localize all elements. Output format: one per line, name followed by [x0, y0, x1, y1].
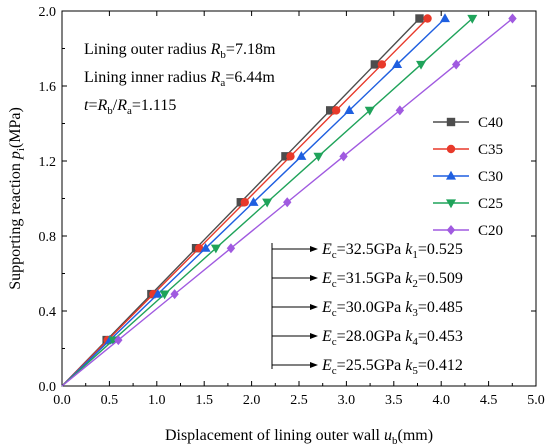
data-point-c25	[416, 60, 427, 70]
modulus-text: Ec=25.5GPa k5=0.412	[321, 357, 463, 377]
arrow-head	[310, 246, 318, 252]
legend-label: C35	[478, 142, 503, 158]
data-point-c40	[325, 106, 335, 115]
data-point-c40	[370, 60, 380, 69]
data-point-c25	[210, 244, 221, 254]
axes: 0.0 0.5 1.0 1.5 2.0 2.5 3.0 3.5 4.0 4.5 5.0 0.0 0.4 0…	[7, 5, 545, 447]
legend-label: C40	[478, 115, 503, 131]
data-point-c30	[296, 151, 307, 160]
series-c30	[61, 13, 450, 387]
y-axis-title: Supporting reaction pi(MPa)	[7, 107, 27, 290]
data-point-c25	[313, 152, 324, 162]
data-point-c35	[194, 243, 204, 253]
series-c20	[61, 13, 517, 387]
x-axis-title: Displacement of lining outer wall ub(mm)	[165, 427, 433, 447]
data-point-c30	[152, 288, 163, 298]
data-point-c35	[286, 152, 295, 161]
legend-item-c20: C20	[433, 223, 503, 239]
legend-item-c25: C25	[433, 196, 503, 212]
data-point-c20	[170, 289, 179, 300]
modulus-text: Ec=28.0GPa k4=0.453	[321, 328, 463, 348]
legend-item-c30: C30	[433, 169, 503, 185]
data-point-c35	[377, 60, 387, 69]
series-layer	[61, 13, 517, 387]
x-tick-label: 4.5	[480, 393, 498, 408]
modulus-text: Ec=30.0GPa k3=0.485	[321, 299, 463, 319]
data-point-c30	[439, 13, 450, 23]
modulus-labels: Ec=32.5GPa k1=0.525 Ec=31.5GPa k2=0.509 Ec…	[271, 241, 463, 377]
modulus-label-c20: Ec=25.5GPa k5=0.412	[272, 357, 463, 377]
x-tick-label: 3.5	[385, 393, 403, 408]
modulus-label-c40: Ec=32.5GPa k1=0.525	[272, 241, 463, 261]
y-tick-label: 0.0	[39, 380, 57, 395]
x-tick-label: 0.0	[53, 393, 71, 408]
legend-item-c40: C40	[433, 115, 503, 131]
data-point-c35	[331, 106, 341, 115]
modulus-label-c25: Ec=28.0GPa k4=0.453	[272, 328, 463, 348]
legend-marker	[446, 144, 456, 154]
data-point-c30	[344, 105, 355, 114]
legend-marker	[446, 199, 456, 209]
data-point-c35	[423, 14, 432, 23]
y-tick-label: 2.0	[39, 5, 57, 20]
legend: C40 C35 C30 C25 C20	[433, 115, 503, 239]
y-tick-label: 0.8	[39, 230, 57, 245]
x-tick-label: 5.0	[527, 393, 545, 408]
data-point-c25	[262, 198, 273, 208]
modulus-text: Ec=31.5GPa k2=0.509	[321, 270, 463, 290]
x-tick-label: 2.5	[290, 393, 308, 408]
data-point-c20	[339, 151, 348, 162]
data-point-c40	[281, 152, 290, 161]
data-point-c20	[508, 13, 517, 24]
x-tick-label: 2.0	[243, 393, 261, 408]
annotation-inner-radius: Lining inner radius Ra=6.44m	[84, 69, 275, 89]
modulus-text: Ec=32.5GPa k1=0.525	[321, 241, 463, 261]
data-point-c25	[467, 14, 478, 24]
y-tick-label: 1.6	[39, 80, 57, 95]
x-tick-label: 1.0	[148, 393, 166, 408]
data-point-c20	[114, 335, 123, 346]
series-c25	[61, 14, 478, 387]
x-tick-label: 0.5	[101, 393, 119, 408]
legend-marker	[446, 225, 456, 235]
annotation-outer-radius: Lining outer radius Rb=7.18m	[84, 41, 276, 61]
arrow-head	[310, 362, 318, 368]
x-tick-label: 4.0	[432, 393, 450, 408]
modulus-label-c35: Ec=31.5GPa k2=0.509	[272, 270, 463, 290]
arrow-head	[310, 275, 318, 281]
legend-label: C25	[478, 196, 503, 212]
annotation-layer: Lining outer radius Rb=7.18m Lining inner…	[84, 41, 276, 117]
data-point-c25	[159, 290, 170, 300]
y-tick-label: 0.4	[39, 305, 57, 320]
y-tick-label: 1.2	[39, 155, 57, 170]
arrow-head	[310, 333, 318, 339]
data-point-c30	[200, 242, 211, 252]
annotation-ratio: t=Rb/Ra=1.115	[84, 97, 176, 117]
series-c35	[61, 14, 432, 387]
legend-item-c35: C35	[433, 142, 503, 158]
data-point-c35	[240, 198, 249, 207]
data-point-c20	[283, 197, 292, 208]
data-point-c20	[451, 59, 461, 70]
x-tick-label: 3.0	[338, 393, 356, 408]
data-point-c30	[248, 197, 259, 206]
data-point-c25	[364, 106, 375, 116]
data-point-c20	[395, 105, 405, 116]
legend-label: C20	[478, 223, 503, 239]
legend-marker	[446, 117, 456, 127]
x-tick-label: 1.5	[195, 393, 213, 408]
data-point-c30	[392, 59, 403, 69]
plot-frame	[61, 10, 537, 387]
legend-marker	[446, 170, 456, 180]
modulus-label-c30: Ec=30.0GPa k3=0.485	[272, 299, 463, 319]
data-point-c40	[415, 14, 424, 23]
arrow-head	[310, 304, 318, 310]
legend-label: C30	[478, 169, 503, 185]
data-point-c20	[226, 243, 236, 254]
